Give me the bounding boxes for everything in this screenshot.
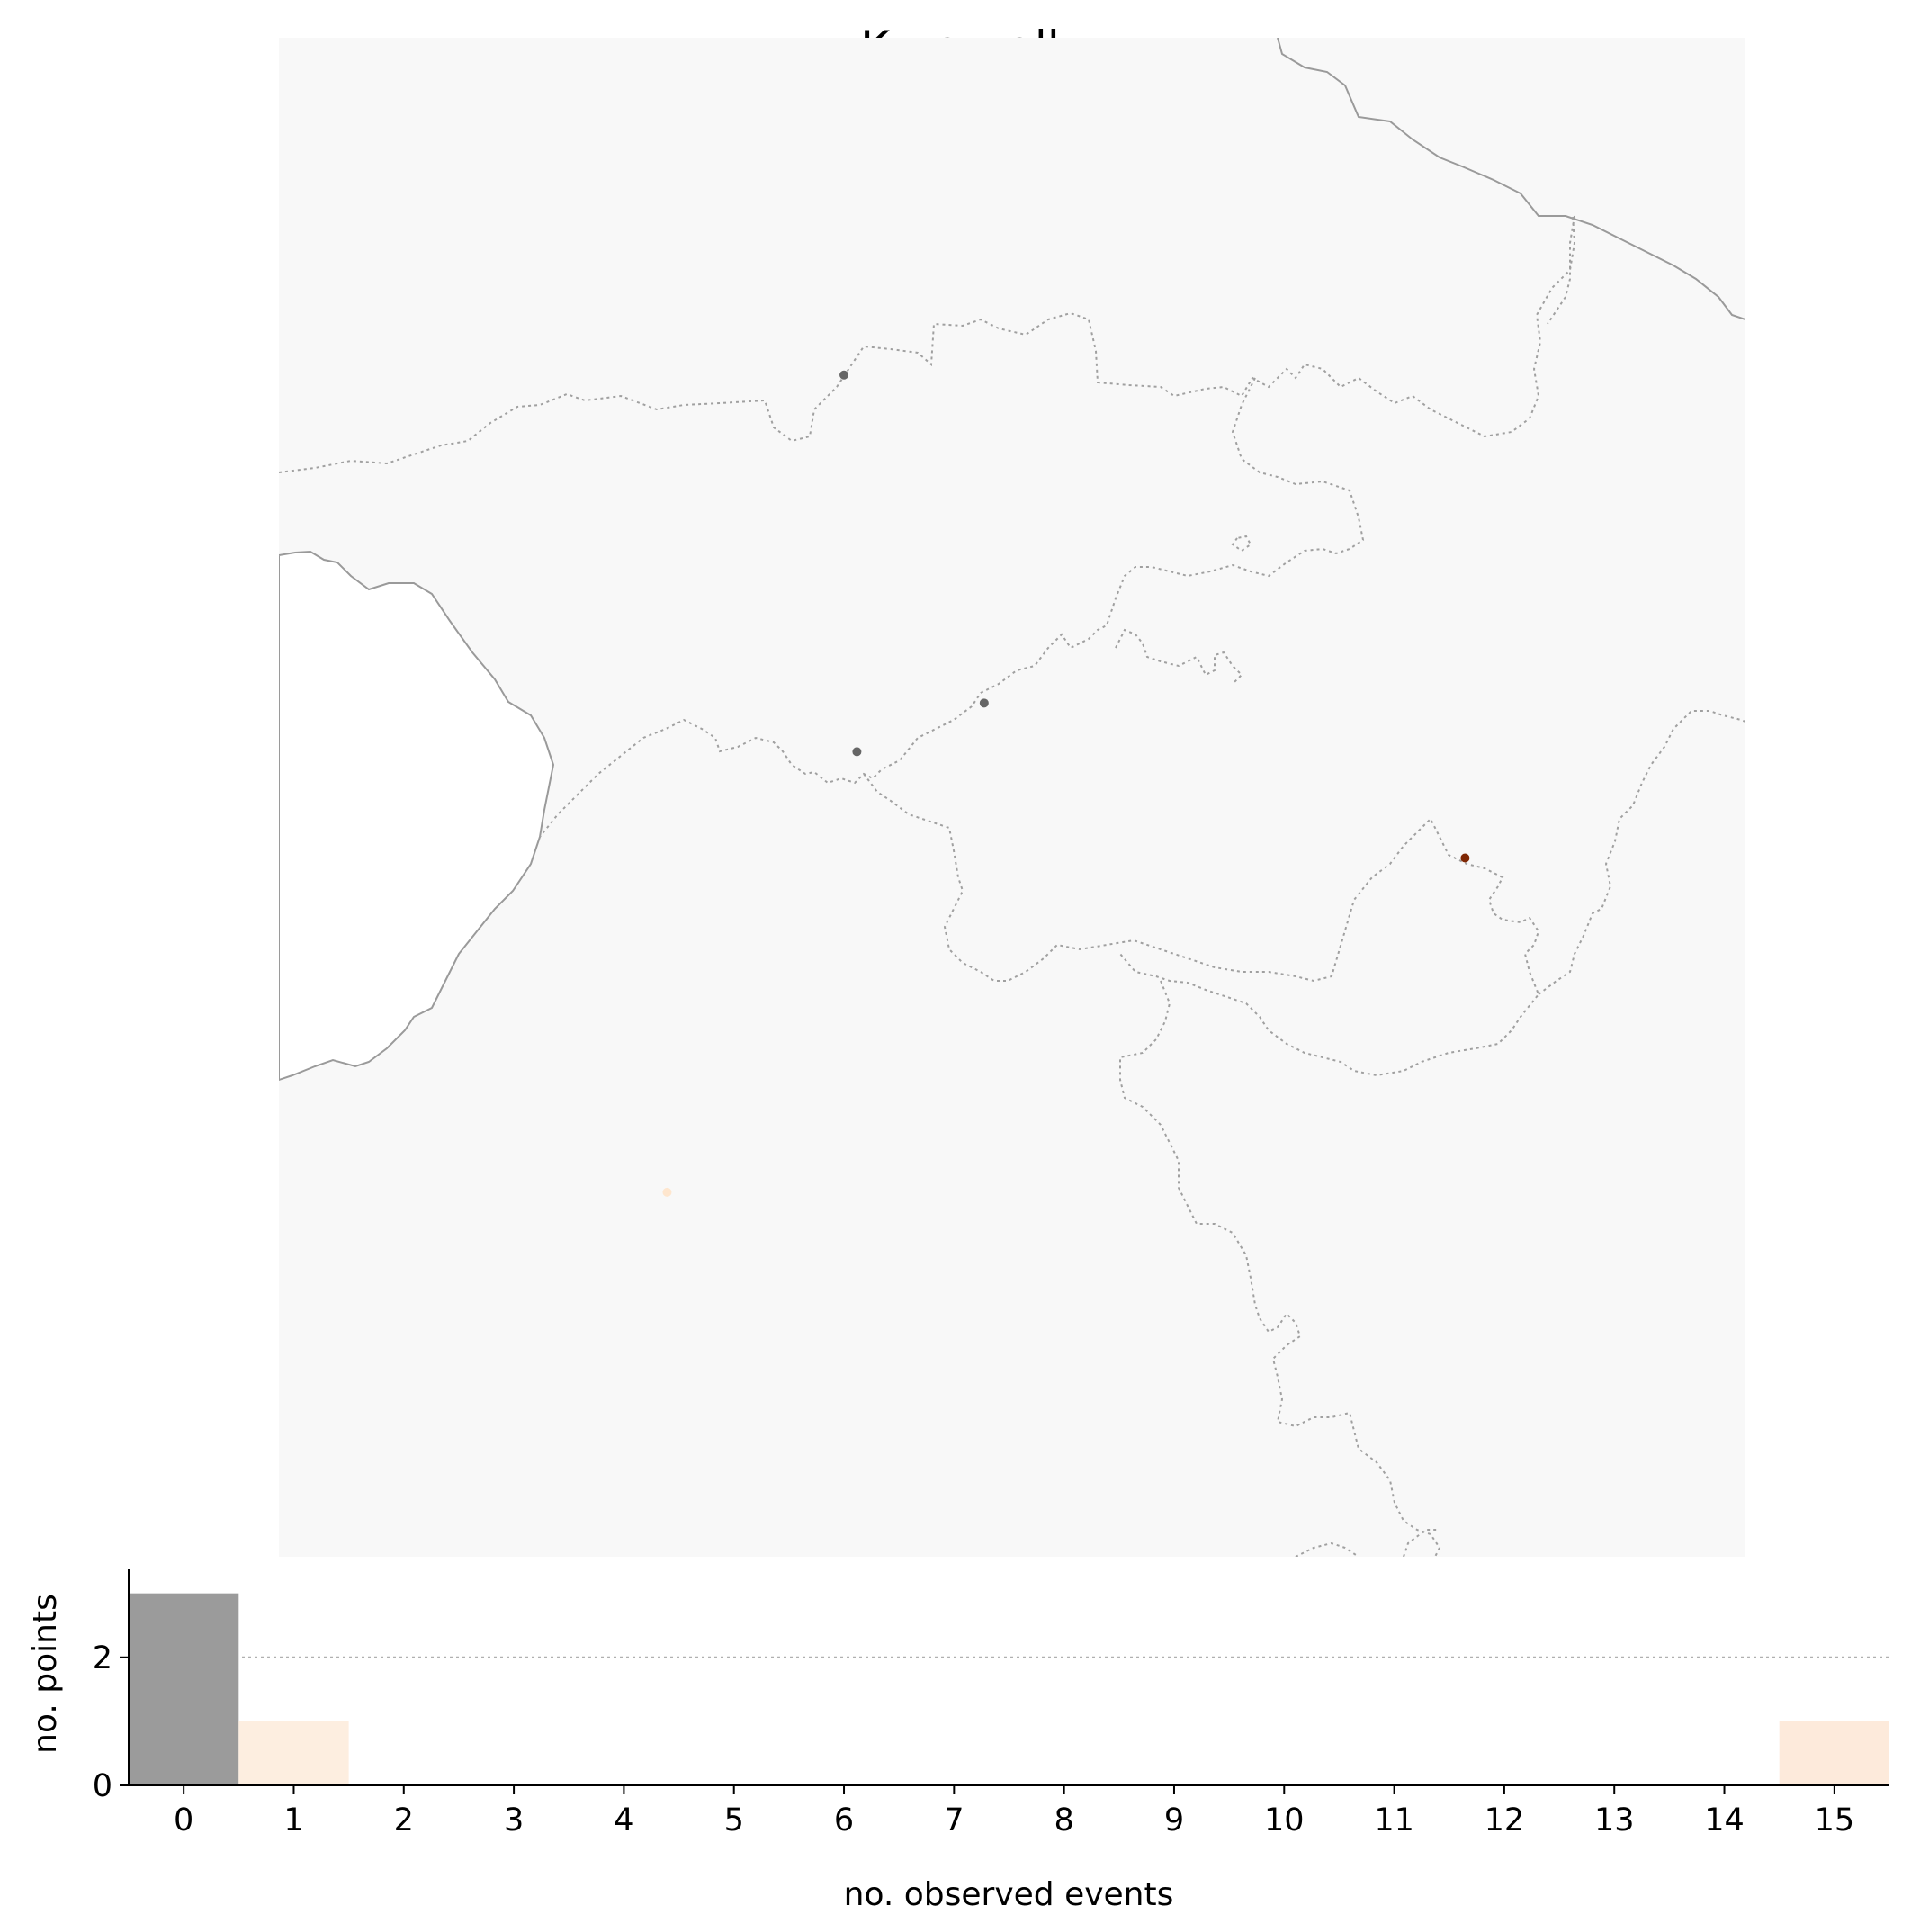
y-tick-label-0: 0 [93, 1768, 112, 1804]
x-tick-label-14: 14 [1704, 1802, 1745, 1838]
dotted-borders [279, 215, 1745, 1557]
x-tick-label-7: 7 [944, 1802, 964, 1838]
map-point-3 [1460, 853, 1470, 863]
x-tick-label-5: 5 [724, 1802, 744, 1838]
histogram-bars [129, 1593, 1889, 1785]
x-tick-label-9: 9 [1164, 1802, 1184, 1838]
y-ticks: 02 [93, 1640, 129, 1804]
x-tick-label-8: 8 [1054, 1802, 1074, 1838]
x-tick-label-1: 1 [283, 1802, 303, 1838]
x-axis-label: no. observed events [844, 1876, 1174, 1913]
bar-1 [238, 1721, 349, 1785]
map-point-1 [979, 698, 989, 708]
x-tick-label-3: 3 [504, 1802, 524, 1838]
sea-area [279, 550, 555, 1082]
bar-0 [129, 1593, 239, 1785]
map-panel [279, 38, 1745, 1557]
map-points [662, 370, 1470, 1197]
map-point-2 [852, 747, 862, 757]
map-point-4 [662, 1187, 672, 1197]
y-tick-label-2: 2 [93, 1640, 112, 1676]
x-tick-label-13: 13 [1594, 1802, 1635, 1838]
x-tick-label-4: 4 [614, 1802, 633, 1838]
x-tick-label-15: 15 [1815, 1802, 1855, 1838]
x-tick-label-12: 12 [1485, 1802, 1525, 1838]
y-axis-label: no. points [27, 1594, 64, 1754]
x-tick-label-6: 6 [834, 1802, 854, 1838]
x-ticks: 0 1 2 3 4 5 6 7 8 9 10 11 12 13 14 15 [174, 1785, 1854, 1838]
northern-border [1277, 38, 1745, 320]
x-tick-label-2: 2 [394, 1802, 414, 1838]
histogram-panel: 0 1 2 3 4 5 6 7 8 9 10 11 12 13 14 15 02 no. observed e… [27, 1569, 1889, 1913]
bar-15 [1779, 1721, 1889, 1785]
x-tick-label-0: 0 [174, 1802, 193, 1838]
x-tick-label-11: 11 [1374, 1802, 1414, 1838]
x-tick-label-10: 10 [1264, 1802, 1305, 1838]
map-point-0 [839, 370, 849, 380]
